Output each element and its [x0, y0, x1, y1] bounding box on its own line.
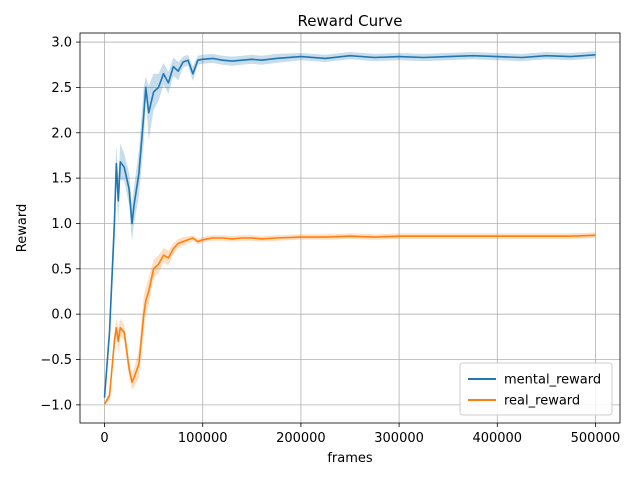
legend: mental_reward real_reward [459, 362, 613, 416]
legend-box [459, 362, 613, 416]
real_reward-line [103, 234, 596, 405]
chart-title: Reward Curve [298, 12, 403, 30]
grid [80, 33, 620, 423]
x-tick-label: 500000 [571, 431, 621, 446]
mental_reward-line [103, 54, 596, 398]
y-tick-label: −1.0 [40, 398, 72, 413]
y-tick-label: 2.5 [51, 81, 72, 96]
y-axis-label: Reward [15, 204, 30, 252]
plot-frame [79, 32, 621, 424]
x-tick-label: 0 [100, 431, 108, 446]
y-tick-label: 1.5 [51, 172, 72, 187]
x-tick-label: 300000 [374, 431, 424, 446]
y-tick-label: −0.5 [40, 353, 72, 368]
x-tick-label: 400000 [472, 431, 522, 446]
series-lines [103, 54, 596, 405]
x-tick-label: 100000 [178, 431, 228, 446]
x-axis-ticks: 0 100000 200000 300000 400000 500000 [100, 423, 620, 446]
y-tick-label: 0.5 [51, 262, 72, 277]
x-axis-label: frames [327, 451, 373, 466]
confidence-bands [104, 51, 596, 406]
y-tick-label: 2.0 [51, 126, 72, 141]
mental_reward-band [104, 51, 596, 403]
legend-label: real_reward [504, 394, 580, 409]
y-tick-label: 0.0 [51, 308, 72, 323]
y-tick-label: 3.0 [51, 36, 72, 51]
y-tick-label: 1.0 [51, 217, 72, 232]
legend-label: mental_reward [504, 373, 601, 388]
x-tick-label: 200000 [276, 431, 326, 446]
y-axis-ticks: −1.0 −0.5 0.0 0.5 1.0 1.5 2.0 2.5 3.0 [40, 36, 80, 413]
